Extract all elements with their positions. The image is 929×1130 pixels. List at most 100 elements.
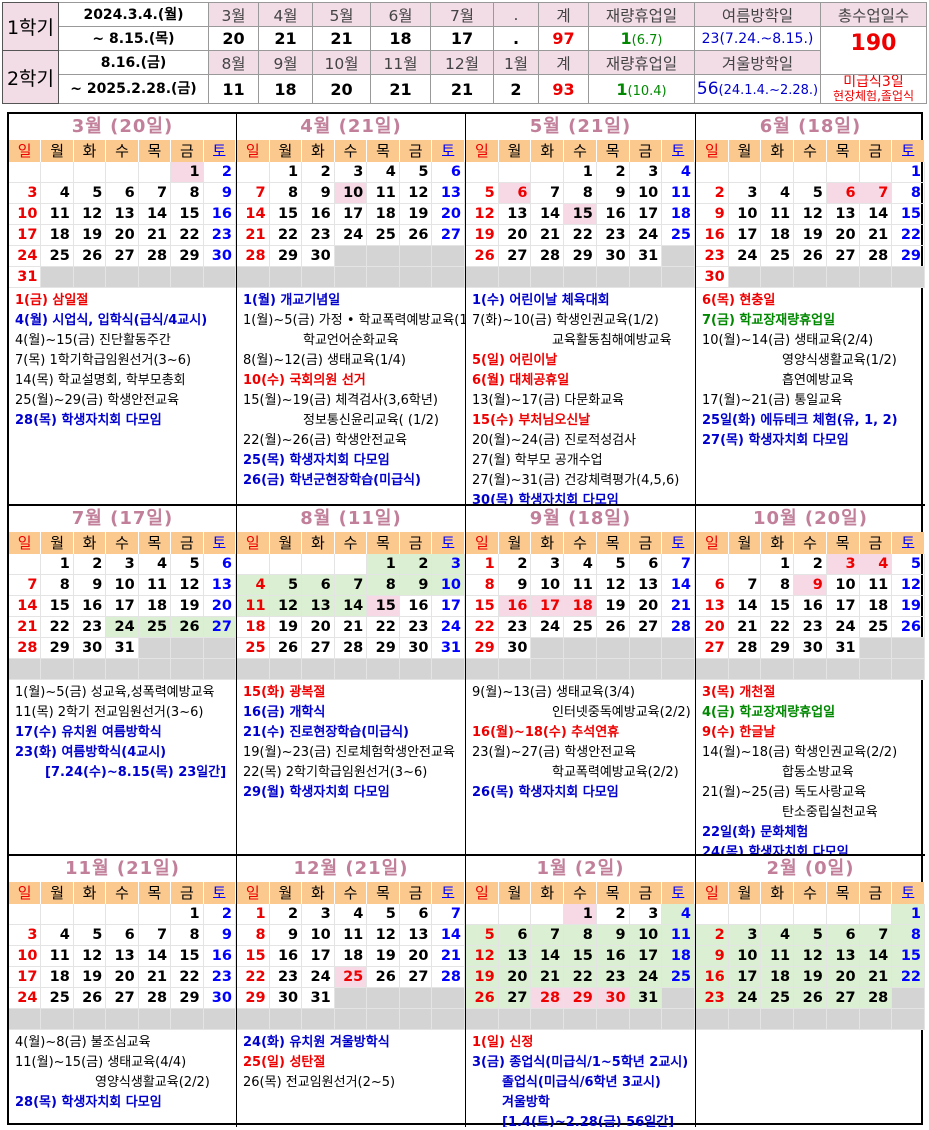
day-cell: 27 xyxy=(826,988,860,1009)
empty-day xyxy=(498,162,532,183)
sem2-month: 1월 xyxy=(493,50,539,75)
day-cell: 12 xyxy=(367,925,400,946)
weekday-header: 금 xyxy=(859,882,893,904)
event-item: [1.4(토)~2.28(금) 56일간] xyxy=(502,1115,675,1127)
day-cell: 13 xyxy=(696,596,729,617)
event-list: 15(화) 광복절 16(금) 개학식 21(수) 진로현장학습(미급식) 19(월)… xyxy=(237,680,465,803)
event-item: 19(월)~23(금) 진로체험학생안전교육 xyxy=(243,745,455,760)
day-cell: 2 xyxy=(696,183,729,204)
day-cell: 4 xyxy=(564,554,597,575)
weekday-header: 금 xyxy=(629,882,663,904)
day-cell: 31 xyxy=(106,638,139,659)
day-cell: 31 xyxy=(629,988,663,1009)
empty-day xyxy=(761,1009,795,1030)
day-cell: 28 xyxy=(138,988,172,1009)
empty-day xyxy=(859,1009,893,1030)
day-cell: 4 xyxy=(334,904,368,925)
sem2-days: 21 xyxy=(430,74,494,104)
empty-day xyxy=(564,638,597,659)
weekday-header: 토 xyxy=(892,882,925,904)
day-cell: 23 xyxy=(696,988,729,1009)
sem2-month: 12월 xyxy=(430,50,494,75)
day-cell: 25 xyxy=(138,617,172,638)
day-cell: 1 xyxy=(269,162,303,183)
event-item: 1(월)~5(금) 성교육,성폭력예방교육 xyxy=(15,685,215,700)
month-calendar: 일 월 화 수 목 금 토 1 2 3 4 5 6 7 8 9 10 11 12 13 14 15 16 17 18 19 20 21… xyxy=(237,140,465,288)
weekday-header: 목 xyxy=(138,882,172,904)
day-cell: 25 xyxy=(564,617,597,638)
day-cell: 9 xyxy=(302,183,335,204)
day-cell: 11 xyxy=(662,925,695,946)
empty-day xyxy=(892,1009,925,1030)
sem2-end: ~ 2025.2.28.(금) xyxy=(58,74,209,104)
empty-day xyxy=(859,638,893,659)
empty-day xyxy=(794,162,827,183)
empty-day xyxy=(531,904,565,925)
weekday-header: 수 xyxy=(794,532,827,554)
day-cell: 24 xyxy=(629,967,663,988)
note-lunch: 미급식3일 xyxy=(843,74,904,90)
weekday-header: 금 xyxy=(399,882,433,904)
empty-day xyxy=(73,267,107,288)
sem2-start: 8.16.(금) xyxy=(58,50,209,75)
day-cell: 30 xyxy=(498,638,532,659)
day-cell: 28 xyxy=(432,967,465,988)
empty-day xyxy=(334,246,368,267)
sem2-month: 11월 xyxy=(370,50,431,75)
day-cell: 12 xyxy=(794,204,827,225)
day-cell: 16 xyxy=(596,204,630,225)
empty-day xyxy=(399,267,433,288)
day-cell: 3 xyxy=(728,183,762,204)
empty-day xyxy=(334,554,368,575)
day-cell: 9 xyxy=(596,925,630,946)
event-item: 영양식생활교육(1/2) xyxy=(782,353,897,368)
month-panel: 4월 (21일) 일 월 화 수 목 금 토 1 2 3 4 5 6 7 8 9 10 11 12 13 14 15 16 17… xyxy=(237,114,466,506)
sem2-disc: 1(10.4) xyxy=(588,74,695,104)
empty-day xyxy=(41,1009,74,1030)
sem1-start: 2024.3.4.(월) xyxy=(58,2,209,27)
event-item: 1(월)~5(금) 가정 • 학교폭력예방교육(1/2) xyxy=(243,313,465,328)
weekday-header: 수 xyxy=(334,532,368,554)
weekday-header: 수 xyxy=(106,140,139,162)
day-cell: 19 xyxy=(367,946,400,967)
day-cell: 12 xyxy=(596,575,630,596)
event-item: 8(월)~12(금) 생태교육(1/4) xyxy=(243,353,406,368)
day-cell: 17 xyxy=(9,225,42,246)
event-item: 25(목) 학생자치회 다모임 xyxy=(243,453,390,468)
day-cell: 5 xyxy=(399,162,433,183)
day-cell: 30 xyxy=(73,638,107,659)
event-item: 교육활동침해예방교육 xyxy=(552,333,672,348)
day-cell: 17 xyxy=(106,596,139,617)
day-cell: 24 xyxy=(826,617,860,638)
weekday-header: 월 xyxy=(269,532,303,554)
weekday-header: 수 xyxy=(334,882,368,904)
empty-day xyxy=(498,659,532,680)
day-cell: 17 xyxy=(629,946,663,967)
day-cell: 16 xyxy=(596,946,630,967)
day-cell: 22 xyxy=(171,225,204,246)
day-cell: 22 xyxy=(367,617,400,638)
day-cell: 8 xyxy=(466,575,499,596)
event-item: 15(월)~19(금) 체격검사(3,6학년) xyxy=(243,393,438,408)
day-cell: 28 xyxy=(9,638,42,659)
empty-day xyxy=(334,659,368,680)
day-cell: 22 xyxy=(171,967,204,988)
day-cell: 2 xyxy=(73,554,107,575)
weekday-header: 토 xyxy=(892,532,925,554)
day-cell: 29 xyxy=(171,246,204,267)
day-cell: 10 xyxy=(302,925,335,946)
day-cell: 11 xyxy=(41,204,74,225)
day-cell: 21 xyxy=(334,617,368,638)
empty-day xyxy=(138,162,172,183)
day-cell: 3 xyxy=(728,925,762,946)
month-title: 12월 (21일) xyxy=(293,858,409,879)
day-cell: 3 xyxy=(334,162,368,183)
day-cell: 7 xyxy=(728,575,762,596)
event-list: 6(목) 현충일 7(금) 학교장재량휴업일 10(월)~14(금) 생태교육(2/… xyxy=(696,288,925,451)
day-cell: 1 xyxy=(761,554,795,575)
day-cell: 15 xyxy=(466,596,499,617)
day-cell: 2 xyxy=(794,554,827,575)
day-cell: 12 xyxy=(171,575,204,596)
empty-day xyxy=(728,1009,762,1030)
event-item: 30(목) 학생자치회 다모임 xyxy=(472,493,619,506)
